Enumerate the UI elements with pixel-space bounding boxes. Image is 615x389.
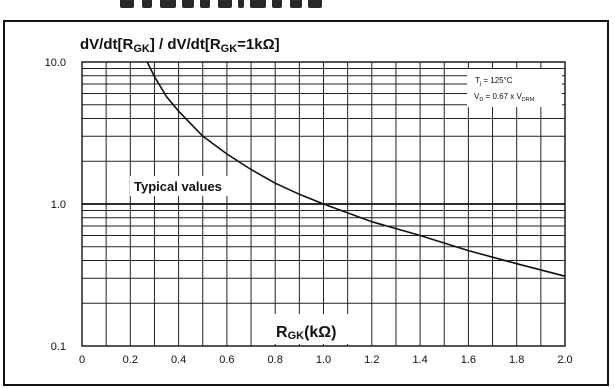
x-tick-label: 1.0 [316,354,331,366]
y-tick-label: 1.0 [51,199,66,211]
typical-label-bg [130,176,250,196]
x-axis-label: RGK(kΩ) [276,324,336,342]
chart-title: dV/dt[RGK] / dV/dt[RGK=1kΩ] [80,36,280,55]
x-tick-label: 1.8 [509,354,524,366]
x-axis-label-bg [273,314,371,344]
x-tick-label: 1.2 [364,354,379,366]
x-tick-label: 0.6 [219,354,234,366]
y-tick-label: 10.0 [45,57,66,69]
x-tick-label: 1.6 [461,354,476,366]
x-tick-label: 1.4 [412,354,427,366]
tj-annotation: Tj = 125°C [475,76,513,87]
x-tick-label: 0.4 [171,354,186,366]
plot-border [81,61,566,347]
x-tick-labels: 0 0.2 0.4 0.6 0.8 1.0 1.2 1.4 1.6 1.8 2.0 [79,354,573,366]
x-tick-label: 0.8 [268,354,283,366]
x-tick-label: 0 [79,354,85,366]
data-curve [146,61,566,277]
x-tick-label: 2.0 [557,354,572,366]
chart-frame [3,20,609,386]
typical-values-label: Typical values [134,179,222,194]
y-tick-labels: 10.0 1.0 0.1 [45,57,66,353]
y-tick-label: 0.1 [51,341,66,353]
vd-annotation: VD = 0.67 x VDRM [474,92,535,103]
cropped-heading-fragment [120,0,340,12]
x-tick-label: 0.2 [123,354,138,366]
conditions-box [467,69,562,107]
